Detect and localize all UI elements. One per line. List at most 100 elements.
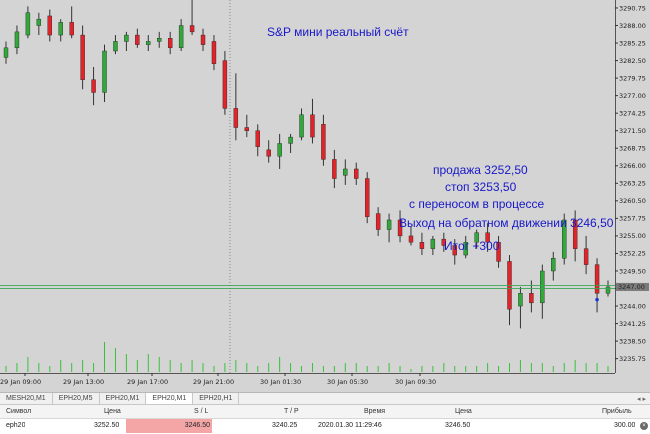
bear-candle [485,232,490,243]
time-tick-label: 30 Jan 01:30 [260,378,301,386]
position-sl[interactable]: 3246.50 [126,419,212,433]
price-tick-label: 3268.75 [619,145,646,153]
bull-candle [299,114,304,138]
price-tick-label: 3238.50 [619,337,646,345]
bull-candle [540,270,545,304]
bear-candle [441,238,447,246]
bear-candle [594,264,600,294]
price-tick-label: 3252.25 [619,250,646,258]
chart-tabs-bar: MESH20,M1 EPH20,M5 EPH20,M1 EPH20,M1 EPH… [0,392,650,405]
tab-mesh20-m1[interactable]: MESH20,M1 [0,393,53,404]
stop-marker-icon: + [573,242,578,249]
col-tp-header[interactable]: T / P [284,408,299,415]
price-tick-label: 3285.25 [619,39,646,47]
bull-candle [551,258,556,272]
bull-candle [562,219,567,259]
bear-candle [69,22,74,36]
price-tick-label: 3255.00 [619,232,646,240]
time-tick-label: 29 Jan 13:00 [63,378,104,386]
bear-candle [408,235,414,243]
bull-candle [14,31,20,49]
bear-candle [529,293,534,304]
bear-candle [135,34,140,45]
tab-scroll-arrows-icon[interactable]: ◂ ▸ [637,395,646,403]
current-price-label: 3247.00 [618,283,645,291]
price-tick-label: 3274.25 [619,109,646,117]
bear-candle [419,242,425,249]
bull-candle [178,25,184,49]
close-position-icon[interactable]: × [640,422,648,430]
bull-candle [58,22,63,36]
bear-candle [233,108,239,128]
bull-candle [430,238,436,249]
price-tick-label: 3279.75 [619,74,646,82]
bear-candle [572,219,578,249]
bear-candle [583,248,589,265]
tab-eph20-m1[interactable]: EPH20,M1 [100,393,147,404]
position-price: 3252.50 [94,422,120,429]
price-tick-label: 3282.50 [619,57,646,65]
bear-candle [365,178,370,217]
exit-marker-icon [595,297,599,302]
bear-candle [200,34,206,45]
time-tick-label: 29 Jan 09:00 [0,378,41,386]
bull-candle [36,18,42,26]
price-tick-label: 3249.50 [619,267,646,275]
price-tick-label: 3290.75 [619,4,646,12]
positions-header-row: Символ Цена S / L T / P Время Цена Прибы… [0,405,650,419]
position-tp[interactable]: 3240.25 [272,422,298,429]
bear-candle [354,168,359,179]
bear-candle [496,242,501,262]
bull-candle [463,242,468,256]
transfer-note: с переносом в процессе [409,197,545,211]
current-price-box [616,282,649,291]
price-tick-label: 3271.50 [619,127,646,135]
bull-candle [3,47,9,58]
price-tick-label: 3257.75 [619,215,646,223]
col-symbol-header[interactable]: Символ [6,408,32,415]
bear-candle [332,159,337,179]
time-tick-label: 30 Jan 05:30 [327,378,368,386]
bull-candle [277,143,282,157]
price-chart[interactable]: 3290.75 3288.00 3285.25 3282.50 3279.75 3277.… [0,0,650,392]
col-price2-header[interactable]: Цена [455,408,472,415]
bull-candle [386,219,392,230]
col-sl-header[interactable]: S / L [194,408,209,415]
position-current-price: 3246.50 [445,422,471,429]
price-tick-label: 3235.75 [619,355,646,363]
bear-candle [244,127,250,131]
bear-candle [222,60,228,109]
sell-note: продажа 3252,50 [433,163,528,177]
bear-candle [211,41,217,64]
bull-candle [102,50,107,93]
bull-candle [157,38,162,42]
position-profit: 300.00 [614,422,636,429]
col-time-header[interactable]: Время [364,408,386,415]
price-tick-label: 3277.00 [619,92,646,100]
tab-eph20-m5[interactable]: EPH20,M5 [53,393,100,404]
bear-candle [80,34,85,80]
col-price-header[interactable]: Цена [104,408,121,415]
bear-candle [47,15,52,36]
total-note: Итог +300 [444,239,500,253]
bull-candle [124,34,129,42]
positions-table: Символ Цена S / L T / P Время Цена Прибы… [0,405,650,434]
price-tick-label: 3260.50 [619,197,646,205]
tab-eph20-m1-active[interactable]: EPH20,M1 [146,393,194,404]
position-symbol: eph20 [6,422,26,429]
table-row[interactable]: eph20 3252.50 3246.50 3240.25 2020.01.30… [0,419,650,433]
exit-note: Выход на обратном движении 3246,50 [399,216,614,230]
stop-note: стоп 3253,50 [445,180,517,194]
time-tick-label: 30 Jan 09:30 [395,378,436,386]
tab-eph20-h1[interactable]: EPH20,H1 [193,393,240,404]
bear-candle [310,114,315,138]
bear-candle [91,79,96,93]
bull-candle [605,286,611,294]
bear-candle [375,213,381,230]
col-profit-header[interactable]: Прибыль [602,408,632,415]
price-tick-label: 3266.00 [619,162,646,170]
bear-candle [452,245,457,256]
bear-candle [397,219,403,237]
price-tick-label: 3244.00 [619,302,646,310]
bear-candle [255,130,260,147]
